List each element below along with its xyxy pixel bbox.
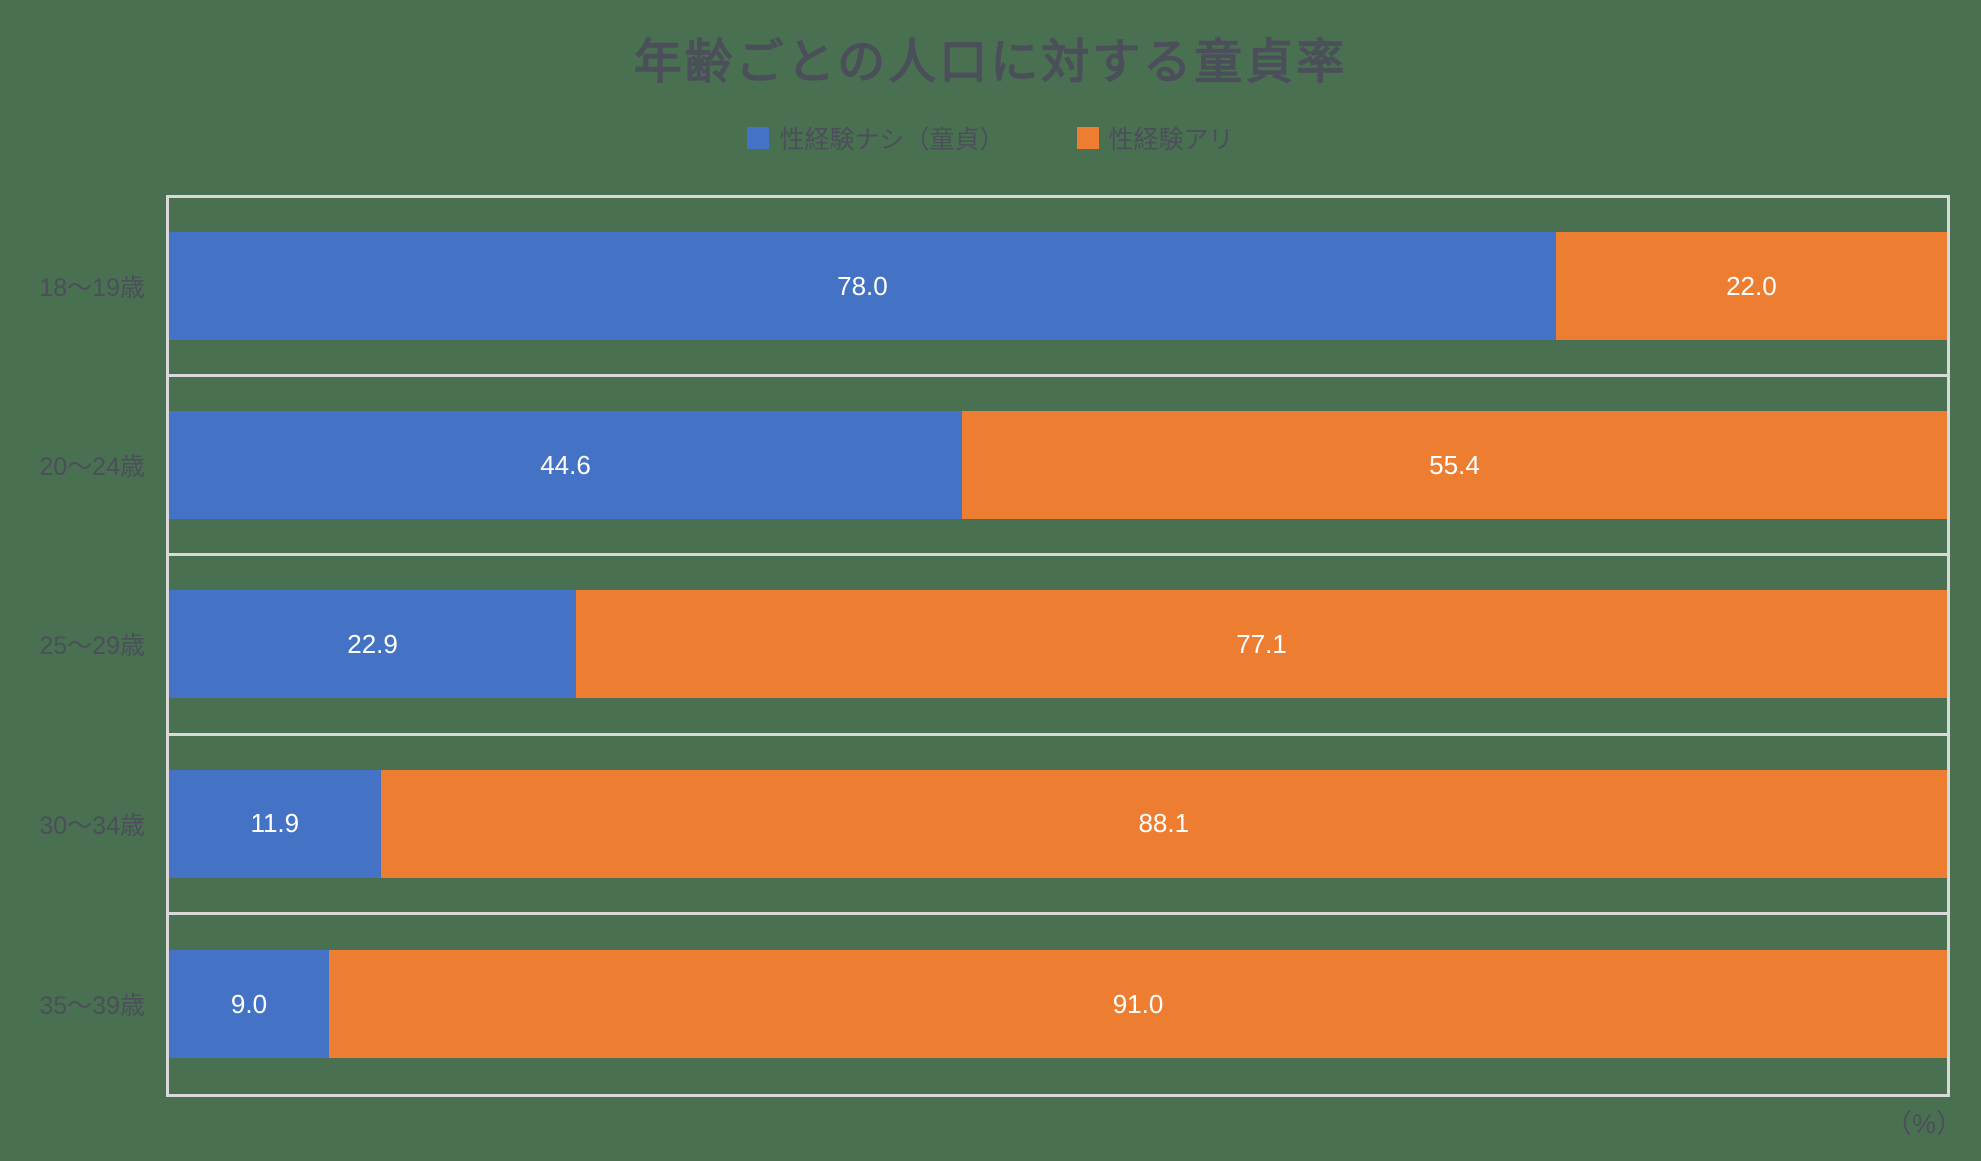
bar-segment-experience: 22.0	[1555, 232, 1947, 341]
category-band: 25～29歳 22.9 77.1	[39, 556, 1947, 736]
category-band: 35～39歳 9.0 91.0	[39, 915, 1947, 1094]
bar-segment-no-experience: 44.6	[169, 411, 962, 520]
bar-segment-experience: 88.1	[380, 769, 1947, 878]
legend-swatch-blue-icon	[747, 127, 770, 149]
category-band: 18～19歳 78.0 22.0	[39, 198, 1947, 378]
data-label: 55.4	[1429, 449, 1480, 480]
stacked-bar: 11.9 88.1	[169, 769, 1947, 878]
stacked-bar: 9.0 91.0	[169, 950, 1947, 1059]
data-label: 22.0	[1726, 270, 1777, 301]
legend-label-experienced: 性経験アリ	[1108, 126, 1234, 154]
category-band: 20～24歳 44.6 55.4	[39, 377, 1947, 557]
data-label: 88.1	[1138, 808, 1190, 839]
stacked-bar: 22.9 77.1	[169, 590, 1947, 699]
data-label: 91.0	[1112, 988, 1164, 1019]
bar-segment-no-experience: 22.9	[169, 590, 577, 699]
unit-label: （%）	[1884, 1109, 1963, 1139]
bar-segment-experience: 91.0	[329, 950, 1947, 1059]
plot-area: 18～19歳 78.0 22.0 20～24歳 44.6 55.4 25～29歳 22.9 77…	[39, 195, 1950, 1097]
bar-segment-experience: 77.1	[576, 590, 1947, 699]
data-label: 77.1	[1236, 628, 1287, 659]
data-label: 11.9	[250, 808, 300, 839]
data-label: 44.6	[540, 449, 591, 480]
bar-segment-no-experience: 9.0	[169, 950, 330, 1059]
data-label: 78.0	[837, 270, 888, 301]
stacked-bar: 78.0 22.0	[169, 232, 1947, 341]
category-label: 20～24歳	[39, 453, 145, 482]
legend-item-virgin: 性経験ナシ（童貞）	[747, 120, 1005, 156]
category-label: 35～39歳	[39, 992, 145, 1021]
category-label: 30～34歳	[39, 811, 145, 840]
legend: 性経験ナシ（童貞） 性経験アリ	[0, 120, 1981, 156]
legend-swatch-orange-icon	[1076, 127, 1099, 149]
data-label: 9.0	[230, 988, 268, 1019]
category-label: 25～29歳	[39, 632, 145, 661]
legend-item-experienced: 性経験アリ	[1076, 120, 1234, 156]
chart-title: 年齢ごとの人口に対する童貞率	[633, 36, 1348, 89]
stacked-bar: 44.6 55.4	[169, 411, 1947, 520]
bar-segment-no-experience: 78.0	[169, 232, 1556, 341]
legend-label-virgin: 性経験ナシ（童貞）	[779, 126, 1005, 154]
category-label: 18～19歳	[39, 274, 145, 303]
bar-segment-no-experience: 11.9	[169, 769, 381, 878]
bar-segment-experience: 55.4	[961, 411, 1947, 520]
category-band: 30～34歳 11.9 88.1	[39, 736, 1947, 915]
data-label: 22.9	[347, 628, 398, 659]
